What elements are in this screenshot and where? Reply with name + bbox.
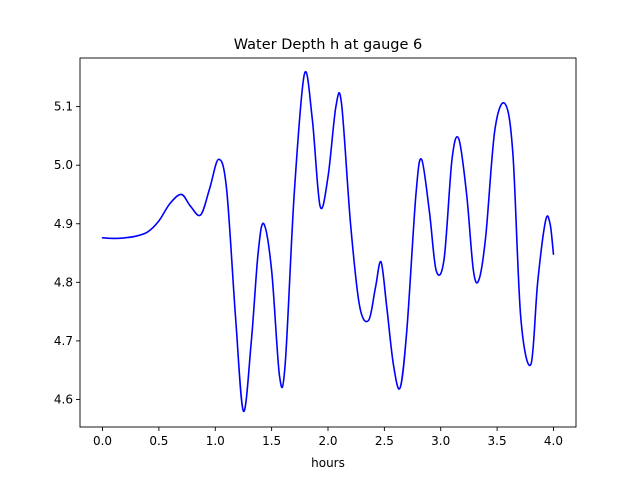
x-tick-label: 4.0 bbox=[544, 434, 563, 448]
x-tick-label: 3.5 bbox=[488, 434, 507, 448]
chart-title: Water Depth h at gauge 6 bbox=[234, 37, 422, 53]
x-tick-label: 2.5 bbox=[375, 434, 394, 448]
x-tick-label: 1.5 bbox=[262, 434, 281, 448]
y-axis-ticks: 4.6 4.7 4.8 4.9 5.0 5.1 bbox=[54, 100, 80, 406]
y-tick-label: 4.9 bbox=[54, 217, 73, 231]
y-tick-label: 4.8 bbox=[54, 275, 73, 289]
x-axis-label: hours bbox=[311, 456, 345, 470]
x-tick-label: 3.0 bbox=[431, 434, 450, 448]
x-tick-label: 1.0 bbox=[206, 434, 225, 448]
x-tick-label: 2.0 bbox=[318, 434, 337, 448]
plot-area bbox=[101, 71, 555, 413]
y-tick-label: 4.6 bbox=[54, 392, 73, 406]
x-tick-label: 0.0 bbox=[93, 434, 112, 448]
x-axis-ticks: 0.0 0.5 1.0 1.5 2.0 2.5 3.0 3.5 4.0 bbox=[93, 427, 563, 448]
x-tick-label: 0.5 bbox=[149, 434, 168, 448]
y-tick-label: 5.0 bbox=[54, 158, 73, 172]
axes-frame bbox=[79, 57, 577, 428]
water-depth-series-line bbox=[101, 71, 555, 413]
y-tick-label: 5.1 bbox=[54, 100, 73, 114]
y-tick-label: 4.7 bbox=[54, 334, 73, 348]
